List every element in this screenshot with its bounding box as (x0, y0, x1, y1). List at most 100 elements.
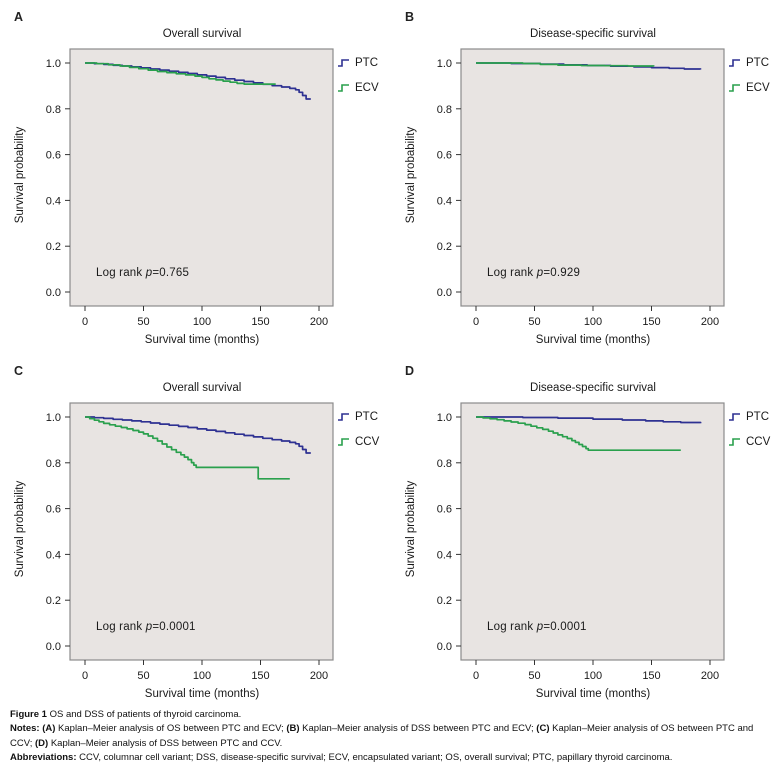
x-axis-label-b: Survival time (months) (535, 334, 651, 346)
y-tick-label: 0.2 (46, 241, 61, 253)
log-rank-p: p (536, 621, 544, 633)
caption-bold-text: Figure 1 (10, 709, 47, 720)
log-rank-value: =0.0001 (152, 621, 196, 633)
legend-label: PTC (746, 410, 769, 423)
x-tick-label: 0 (82, 316, 88, 328)
y-tick-label: 0.6 (46, 504, 61, 516)
legend-step-icon (338, 84, 349, 92)
log-rank-text: Log rank (487, 267, 537, 279)
x-tick-label: 100 (584, 670, 602, 682)
y-tick-label: 0.8 (437, 104, 452, 116)
log-rank-value: =0.765 (152, 267, 190, 279)
km-curve-ptc (476, 416, 702, 424)
x-tick-label: 150 (642, 670, 660, 682)
y-tick-label: 0.0 (437, 641, 452, 653)
legend-d: PTC CCV (728, 404, 770, 454)
caption-line-1: Figure 1 OS and DSS of patients of thyro… (10, 708, 776, 722)
chart-title-d: Disease-specific survival (530, 382, 656, 394)
y-tick-label: 0.0 (46, 641, 61, 653)
legend-item-ptc: PTC (337, 404, 379, 429)
panel-label-a: A (14, 10, 24, 24)
x-tick-label: 50 (528, 670, 540, 682)
y-tick-label: 0.4 (46, 549, 61, 561)
km-curve-ptc (85, 416, 311, 454)
y-tick-label: 0.6 (437, 150, 452, 162)
legend-step-icon (729, 413, 740, 421)
log-rank-p: p (536, 267, 544, 279)
log-rank-text: Log rank (487, 621, 537, 633)
log-rank-annotation-c: Log rank p=0.0001 (96, 621, 196, 633)
y-tick-label: 0.2 (46, 595, 61, 607)
y-tick-label: 1.0 (46, 58, 61, 70)
plot-area (460, 48, 725, 307)
legend-step-icon (338, 438, 349, 446)
legend-item-ccv: CCV (728, 429, 770, 454)
x-tick-label: 200 (701, 316, 719, 328)
chart-title-a: Overall survival (162, 28, 242, 40)
legend-label: CCV (746, 435, 771, 448)
x-tick-label: 100 (193, 316, 211, 328)
legend-label: PTC (355, 56, 378, 69)
caption-text: Kaplan–Meier analysis of DSS between PTC… (299, 723, 537, 735)
panel-c: C Overall survival Survival probability … (2, 358, 391, 708)
caption-text: OS and DSS of patients of thyroid carcin… (46, 709, 242, 720)
x-axis-label-a: Survival time (months) (144, 334, 260, 346)
caption-text: Kaplan–Meier analysis of DSS between PTC… (48, 737, 283, 749)
legend-item-ecv: ECV (728, 75, 770, 100)
y-tick-label: 0.8 (46, 104, 61, 116)
legend-label: PTC (746, 56, 769, 69)
x-tick-label: 0 (473, 316, 479, 328)
plot-area (69, 48, 334, 307)
caption-bold-text: Notes: (10, 723, 40, 735)
x-tick-label: 200 (701, 670, 719, 682)
km-curve-ecv (476, 62, 655, 67)
legend-item-ptc: PTC (728, 50, 770, 75)
km-plot-d: 1.0 0.8 0.6 0.4 0.2 0.0 0 50 100 150 200 (437, 402, 725, 682)
legend-label: CCV (355, 435, 380, 448)
panel-label-b: B (405, 10, 415, 24)
legend-step-icon (729, 84, 740, 92)
km-curve-ccv (476, 416, 681, 452)
x-tick-label: 0 (82, 670, 88, 682)
y-tick-label: 0.2 (437, 595, 452, 607)
y-tick-label: 0.4 (437, 195, 452, 207)
y-tick-label: 0.0 (437, 287, 452, 299)
caption-line-3: Abbreviations: CCV, columnar cell varian… (10, 751, 776, 765)
log-rank-value: =0.0001 (543, 621, 587, 633)
y-tick-label: 1.0 (46, 412, 61, 424)
legend-label: ECV (355, 81, 379, 94)
km-plot-b: 1.0 0.8 0.6 0.4 0.2 0.0 0 50 100 150 200 (437, 48, 725, 328)
x-axis-label-c: Survival time (months) (144, 688, 260, 700)
legend-item-ptc: PTC (728, 404, 770, 429)
x-tick-label: 50 (137, 316, 149, 328)
legend-label: PTC (355, 410, 378, 423)
km-curve-ecv (85, 62, 276, 85)
km-plot-a: 1.0 0.8 0.6 0.4 0.2 0.0 0 50 100 150 200 (46, 48, 334, 328)
legend-step-icon (729, 438, 740, 446)
y-tick-label: 0.2 (437, 241, 452, 253)
x-tick-label: 150 (251, 316, 269, 328)
caption-bold-text: (C) (536, 723, 550, 735)
x-tick-label: 100 (193, 670, 211, 682)
log-rank-annotation-a: Log rank p=0.765 (96, 267, 189, 279)
log-rank-text: Log rank (96, 267, 146, 279)
km-plot-c: 1.0 0.8 0.6 0.4 0.2 0.0 0 50 100 150 200 (46, 402, 334, 682)
log-rank-annotation-d: Log rank p=0.0001 (487, 621, 587, 633)
legend-a: PTC ECV (337, 50, 379, 100)
plot-area (69, 402, 334, 661)
y-tick-label: 0.8 (437, 458, 452, 470)
log-rank-p: p (145, 621, 153, 633)
caption-text: CCV, columnar cell variant; DSS, disease… (76, 751, 673, 763)
caption-bold-text: (B) (286, 723, 300, 735)
legend-item-ecv: ECV (337, 75, 379, 100)
y-tick-label: 1.0 (437, 58, 452, 70)
x-tick-label: 200 (310, 670, 328, 682)
legend-label: ECV (746, 81, 770, 94)
legend-item-ccv: CCV (337, 429, 379, 454)
caption-text: Kaplan–Meier analysis of OS between PTC … (10, 723, 754, 749)
plot-area (460, 402, 725, 661)
legend-step-icon (338, 59, 349, 67)
legend-step-icon (338, 413, 349, 421)
caption-line-2: Notes: (A) Kaplan–Meier analysis of OS b… (10, 722, 776, 751)
